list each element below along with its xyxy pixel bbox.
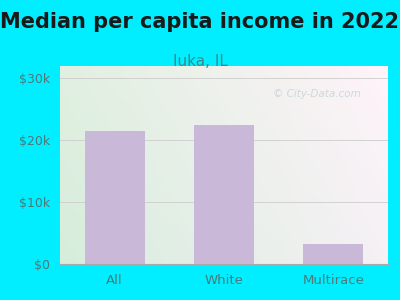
Text: Median per capita income in 2022: Median per capita income in 2022 xyxy=(0,12,400,32)
Text: © City-Data.com: © City-Data.com xyxy=(273,89,361,99)
Bar xyxy=(85,131,145,264)
Text: Iuka, IL: Iuka, IL xyxy=(172,54,228,69)
Bar xyxy=(303,244,364,264)
Bar xyxy=(194,125,254,264)
